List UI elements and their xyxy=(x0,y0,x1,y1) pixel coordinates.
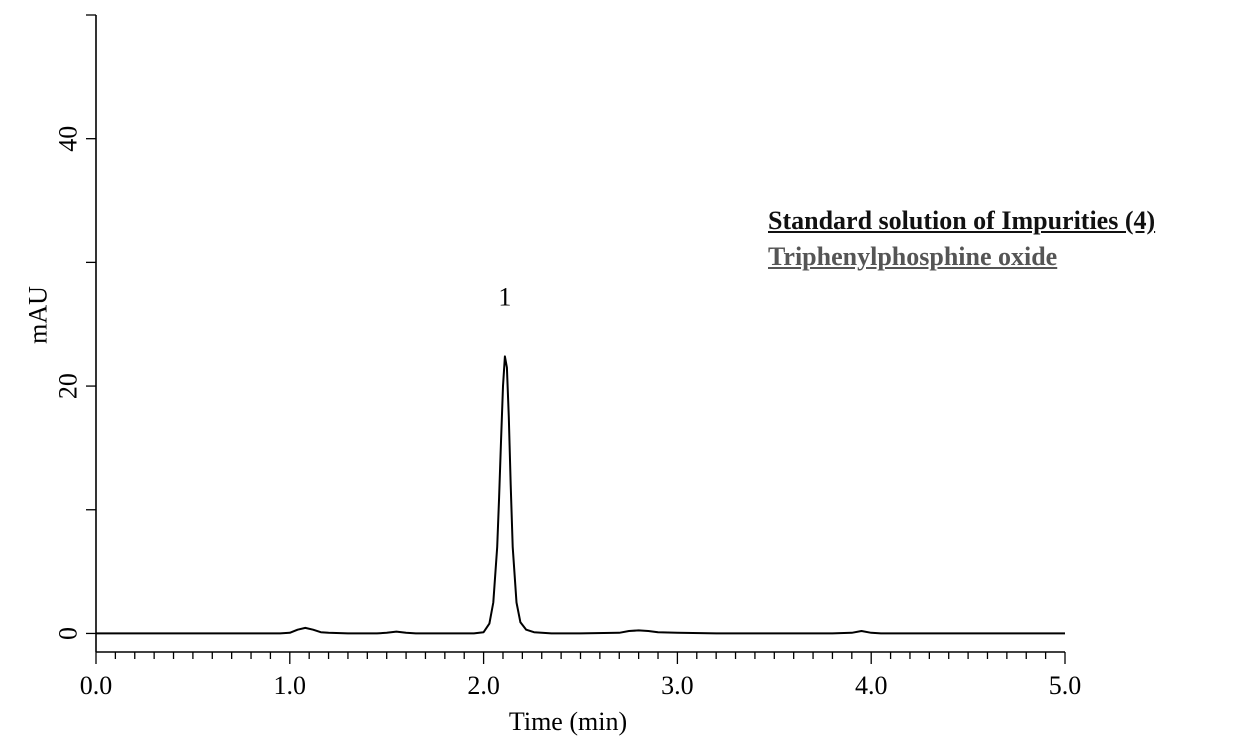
x-axis-label: Time (min) xyxy=(509,707,627,736)
y-axis-label: mAU xyxy=(24,286,53,344)
peak-label: 1 xyxy=(498,283,511,312)
x-axis: 0.0 1.0 2.0 3.0 4.0 5.0 xyxy=(80,651,1082,700)
plot-area xyxy=(96,355,1065,635)
x-tick-label: 3.0 xyxy=(661,671,694,700)
x-tick-label: 1.0 xyxy=(274,671,307,700)
y-axis: 0 20 40 xyxy=(54,14,97,652)
x-tick-label: 4.0 xyxy=(855,671,888,700)
legend-title: Standard solution of Impurities (4) xyxy=(768,206,1156,235)
peak-annotations: 1 xyxy=(498,283,511,312)
x-tick-label: 5.0 xyxy=(1049,671,1082,700)
y-tick-label: 0 xyxy=(54,627,83,640)
y-tick-label: 20 xyxy=(54,373,83,399)
x-tick-label: 2.0 xyxy=(467,671,500,700)
y-tick-label: 40 xyxy=(54,126,83,152)
x-tick-label: 0.0 xyxy=(80,671,113,700)
legend-subtitle: Triphenylphosphine oxide xyxy=(768,242,1058,271)
chromatogram-trace xyxy=(96,355,1065,635)
